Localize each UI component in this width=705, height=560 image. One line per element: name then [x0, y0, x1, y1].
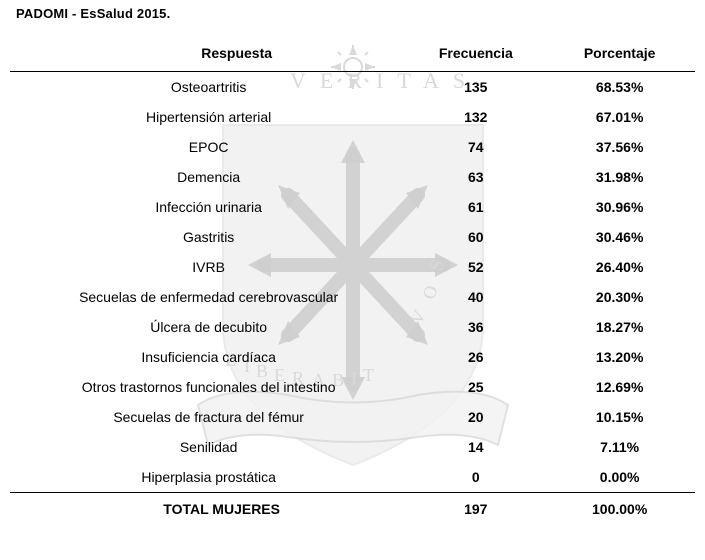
cell-porcentaje: 26.40% [544, 252, 695, 282]
cell-respuesta: IVRB [10, 252, 407, 282]
cell-respuesta: Hiperplasia prostática [10, 462, 407, 493]
cell-respuesta: Secuelas de fractura del fémur [10, 402, 407, 432]
cell-frecuencia: 132 [407, 102, 544, 132]
table-row: Osteoartritis13568.53% [10, 72, 695, 103]
cell-frecuencia: 60 [407, 222, 544, 252]
table-body: Osteoartritis13568.53%Hipertensión arter… [10, 72, 695, 493]
cell-frecuencia: 25 [407, 372, 544, 402]
cell-frecuencia: 26 [407, 342, 544, 372]
cell-respuesta: Demencia [10, 162, 407, 192]
cell-respuesta: Úlcera de decubito [10, 312, 407, 342]
cell-frecuencia: 63 [407, 162, 544, 192]
th-frecuencia: Frecuencia [407, 39, 544, 72]
cell-porcentaje: 18.27% [544, 312, 695, 342]
cell-respuesta: Otros trastornos funcionales del intesti… [10, 372, 407, 402]
cell-porcentaje: 67.01% [544, 102, 695, 132]
cell-frecuencia: 0 [407, 462, 544, 493]
cell-frecuencia: 40 [407, 282, 544, 312]
tf-porcentaje: 100.00% [544, 493, 695, 524]
cell-frecuencia: 74 [407, 132, 544, 162]
table-row: Secuelas de fractura del fémur2010.15% [10, 402, 695, 432]
cell-respuesta: Hipertensión arterial [10, 102, 407, 132]
cell-frecuencia: 14 [407, 432, 544, 462]
table-row: Insuficiencia cardíaca2613.20% [10, 342, 695, 372]
cell-porcentaje: 0.00% [544, 462, 695, 493]
table-footer-row: TOTAL MUJERES 197 100.00% [10, 493, 695, 524]
cell-respuesta: Senilidad [10, 432, 407, 462]
table-row: Otros trastornos funcionales del intesti… [10, 372, 695, 402]
table-row: IVRB5226.40% [10, 252, 695, 282]
tf-frecuencia: 197 [407, 493, 544, 524]
cell-porcentaje: 30.96% [544, 192, 695, 222]
cell-porcentaje: 7.11% [544, 432, 695, 462]
cell-porcentaje: 37.56% [544, 132, 695, 162]
cell-porcentaje: 13.20% [544, 342, 695, 372]
table-row: Úlcera de decubito3618.27% [10, 312, 695, 342]
cell-frecuencia: 20 [407, 402, 544, 432]
cell-porcentaje: 31.98% [544, 162, 695, 192]
cell-porcentaje: 12.69% [544, 372, 695, 402]
cell-respuesta: Insuficiencia cardíaca [10, 342, 407, 372]
cell-respuesta: Osteoartritis [10, 72, 407, 103]
cell-porcentaje: 30.46% [544, 222, 695, 252]
tf-label: TOTAL MUJERES [10, 493, 407, 524]
table-row: Gastritis6030.46% [10, 222, 695, 252]
cell-frecuencia: 36 [407, 312, 544, 342]
cell-respuesta: Secuelas de enfermedad cerebrovascular [10, 282, 407, 312]
th-porcentaje: Porcentaje [544, 39, 695, 72]
table-row: Hiperplasia prostática00.00% [10, 462, 695, 493]
cell-respuesta: Infección urinaria [10, 192, 407, 222]
table-row: EPOC7437.56% [10, 132, 695, 162]
table-row: Infección urinaria6130.96% [10, 192, 695, 222]
table-row: Demencia6331.98% [10, 162, 695, 192]
table-row: Hipertensión arterial13267.01% [10, 102, 695, 132]
cell-frecuencia: 52 [407, 252, 544, 282]
cell-respuesta: EPOC [10, 132, 407, 162]
cell-porcentaje: 20.30% [544, 282, 695, 312]
cell-respuesta: Gastritis [10, 222, 407, 252]
table-header-row: Respuesta Frecuencia Porcentaje [10, 39, 695, 72]
table-row: Secuelas de enfermedad cerebrovascular40… [10, 282, 695, 312]
th-respuesta: Respuesta [10, 39, 407, 72]
page-content: PADOMI - EsSalud 2015. Respuesta Frecuen… [0, 0, 705, 523]
data-table: Respuesta Frecuencia Porcentaje Osteoart… [10, 39, 695, 523]
cell-frecuencia: 61 [407, 192, 544, 222]
table-row: Senilidad147.11% [10, 432, 695, 462]
cell-frecuencia: 135 [407, 72, 544, 103]
cell-porcentaje: 68.53% [544, 72, 695, 103]
page-caption: PADOMI - EsSalud 2015. [16, 6, 695, 21]
cell-porcentaje: 10.15% [544, 402, 695, 432]
